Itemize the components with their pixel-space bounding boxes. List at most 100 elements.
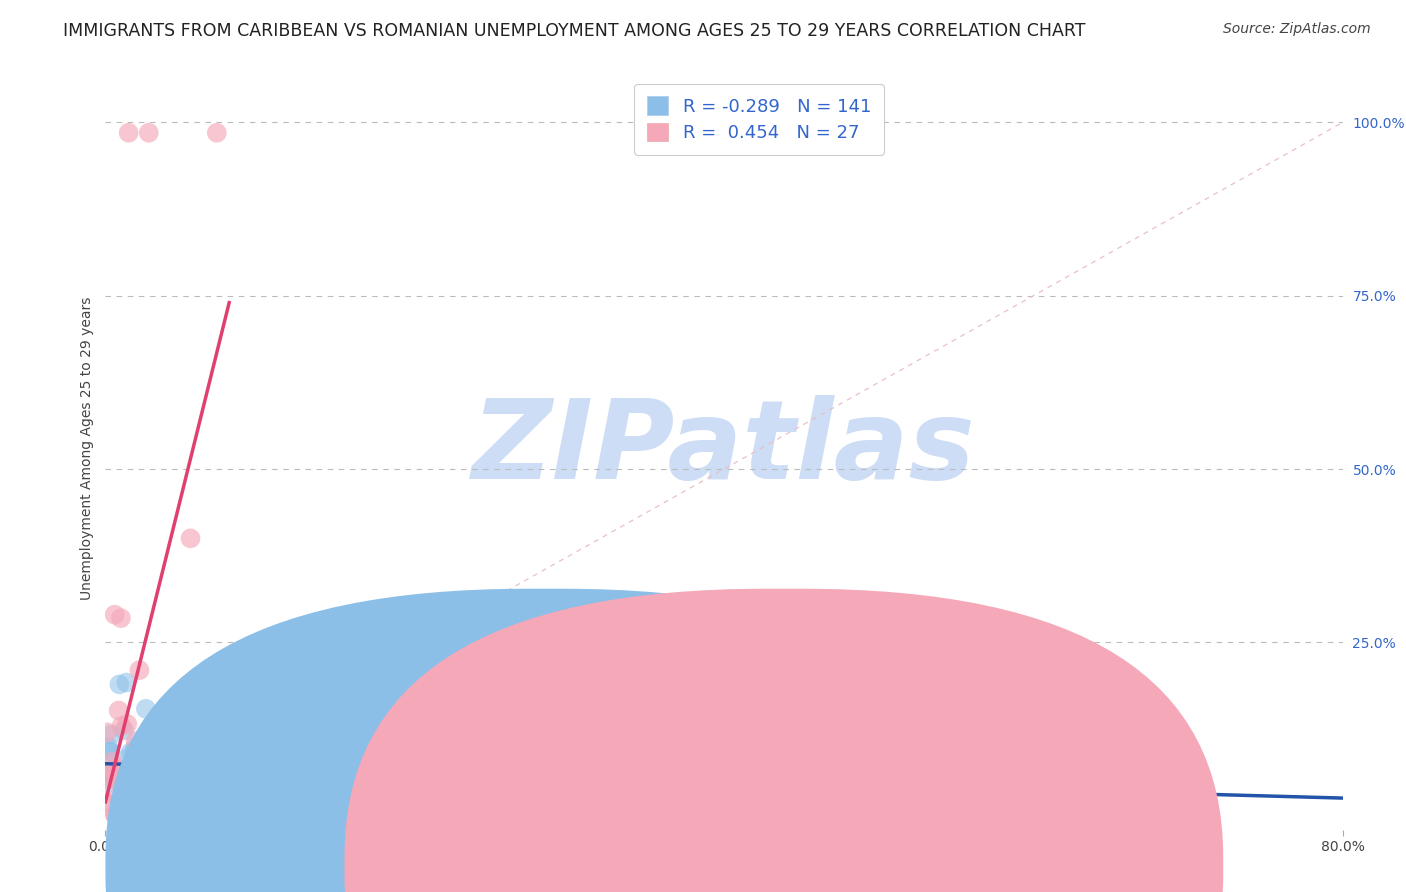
Point: [311, 786, 333, 800]
Point: [538, 757, 561, 772]
Point: [697, 738, 720, 752]
Point: [104, 808, 127, 822]
Point: [529, 779, 551, 793]
Point: [384, 750, 406, 764]
Text: Romanians: Romanians: [801, 855, 886, 870]
Point: [543, 787, 565, 801]
Point: [513, 728, 536, 742]
Point: [350, 731, 373, 746]
Point: [329, 745, 352, 759]
Point: [112, 723, 135, 738]
Point: [222, 756, 245, 770]
Point: [553, 781, 575, 796]
Point: [170, 733, 193, 747]
Point: [142, 747, 165, 762]
Point: [271, 808, 294, 822]
Point: [132, 767, 155, 781]
Point: [235, 681, 257, 695]
Point: [176, 751, 198, 765]
Point: [211, 752, 233, 766]
Point: [165, 781, 187, 796]
Point: [165, 717, 187, 731]
Point: [304, 770, 326, 784]
Point: [160, 759, 183, 773]
Point: [132, 731, 155, 746]
Point: [104, 765, 127, 780]
Point: [269, 800, 291, 814]
Point: [586, 808, 609, 822]
Point: [110, 719, 132, 733]
Point: [165, 725, 187, 739]
Point: [100, 728, 122, 742]
Point: [291, 690, 314, 704]
Point: [98, 745, 121, 759]
Point: [281, 727, 304, 741]
Point: [290, 779, 312, 793]
Point: [114, 777, 136, 791]
Point: [152, 786, 174, 800]
Point: [377, 808, 399, 822]
Point: [714, 739, 737, 753]
Point: [104, 761, 127, 775]
Point: [579, 805, 602, 819]
Text: IMMIGRANTS FROM CARIBBEAN VS ROMANIAN UNEMPLOYMENT AMONG AGES 25 TO 29 YEARS COR: IMMIGRANTS FROM CARIBBEAN VS ROMANIAN UN…: [63, 22, 1085, 40]
Point: [97, 739, 120, 754]
Point: [714, 805, 737, 820]
Point: [419, 742, 441, 756]
Point: [250, 783, 273, 797]
Point: [766, 808, 789, 822]
Point: [104, 808, 127, 822]
Point: [292, 766, 315, 780]
Point: [522, 754, 544, 768]
Point: [583, 701, 606, 715]
Point: [337, 739, 360, 754]
Point: [104, 763, 127, 777]
Point: [201, 745, 224, 759]
Point: [96, 777, 118, 791]
Point: [115, 675, 138, 690]
Point: [229, 747, 252, 761]
Point: [543, 790, 565, 805]
Point: [219, 781, 242, 796]
Legend: R = -0.289   N = 141, R =  0.454   N = 27: R = -0.289 N = 141, R = 0.454 N = 27: [634, 84, 884, 154]
Point: [219, 731, 242, 746]
Point: [366, 763, 388, 777]
Point: [115, 752, 138, 766]
Point: [621, 676, 644, 690]
Point: [314, 769, 336, 783]
Point: [221, 795, 243, 809]
Point: [411, 797, 433, 811]
Point: [634, 763, 657, 777]
Text: Immigrants from Caribbean: Immigrants from Caribbean: [591, 855, 803, 870]
Point: [165, 772, 187, 787]
Point: [110, 611, 132, 625]
Point: [250, 772, 273, 786]
Point: [128, 796, 150, 810]
Point: [107, 790, 129, 805]
Point: [290, 769, 312, 783]
Point: [124, 739, 146, 754]
Point: [184, 778, 207, 792]
Point: [122, 744, 145, 758]
Point: [325, 751, 347, 765]
Point: [229, 808, 252, 822]
Point: [159, 764, 181, 779]
Point: [211, 705, 233, 719]
Y-axis label: Unemployment Among Ages 25 to 29 years: Unemployment Among Ages 25 to 29 years: [80, 296, 94, 600]
Point: [1045, 747, 1067, 762]
Point: [97, 764, 120, 779]
Point: [690, 750, 713, 764]
Point: [148, 769, 170, 783]
Text: ZIPatlas: ZIPatlas: [472, 395, 976, 501]
Point: [202, 697, 225, 711]
Point: [174, 739, 197, 754]
Point: [236, 737, 259, 751]
Point: [333, 746, 356, 760]
Point: [150, 775, 173, 789]
Point: [183, 714, 205, 728]
Point: [501, 783, 523, 797]
Point: [167, 772, 190, 787]
Point: [167, 753, 190, 767]
Point: [194, 791, 217, 805]
Point: [135, 702, 157, 716]
